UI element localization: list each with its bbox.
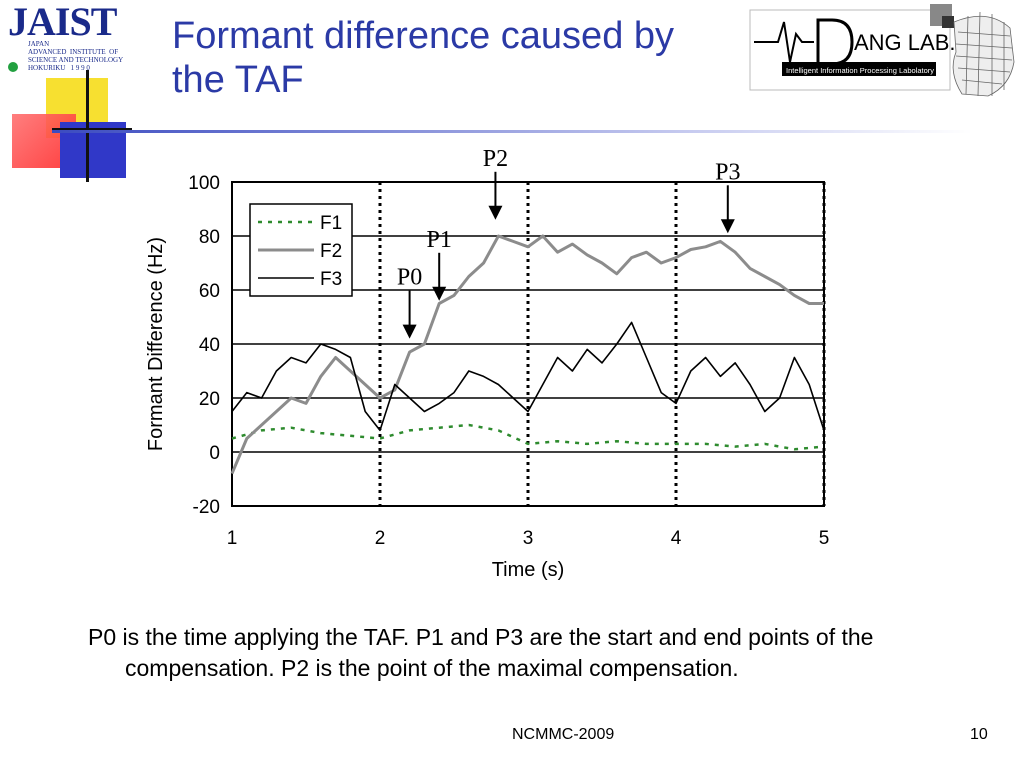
dang-lab-logo: ANG LAB. Intelligent Information Process… [748,2,1020,98]
chart-annotation-arrow-head [402,324,417,339]
chart-y-tick-label: 0 [209,443,220,464]
chart-x-tick-label: 5 [819,528,830,549]
jaist-logo-dot [8,62,18,72]
title-divider [52,130,972,133]
chart-tick-labels: 100 80 60 40 20 0 -20 1 2 3 4 5 [188,173,829,549]
chart-y-tick-label: 80 [199,227,220,248]
chart-y-tick-label: 60 [199,281,220,302]
chart-annotation-label: P2 [483,146,508,172]
chart-legend-label: F2 [320,241,342,262]
deco-vertical-line [86,70,89,182]
chart-series-f2-line [230,234,824,475]
jaist-logo-subtitle: JAPAN ADVANCED INSTITUTE OF SCIENCE AND … [28,40,124,72]
chart-annotation-arrow-head [432,286,447,301]
dang-logo-face-mesh-icon [952,11,1015,97]
chart-y-tick-label: -20 [193,497,220,518]
chart-y-tick-label: 100 [188,173,220,194]
chart-annotation-label: P0 [397,265,422,291]
chart-annotation-label: P1 [427,227,452,253]
slide-caption: P0 is the time applying the TAF. P1 and … [88,624,874,681]
chart-y-tick-label: 20 [199,389,220,410]
chart-annotation-arrow-head [720,219,735,234]
chart-x-tick-label: 1 [227,528,238,549]
chart-y-axis-label: Formant Difference (Hz) [145,237,167,451]
slide-title: Formant difference caused by the TAF [172,15,675,101]
jaist-logo: JAIST JAPAN ADVANCED INSTITUTE OF SCIENC… [4,0,152,76]
chart-x-tick-label: 3 [523,528,534,549]
chart-plot-frame [231,181,825,507]
dang-logo-word: ANG LAB. [854,30,955,55]
chart-series-f1-line [231,423,825,451]
chart-x-axis-label: Time (s) [492,559,565,581]
chart-series [230,234,825,475]
chart-series-f3-line [231,321,825,432]
dang-logo-subtitle: Intelligent Information Processing Labol… [786,66,934,75]
chart-annotation-label: P3 [715,159,740,185]
chart-legend-label: F1 [320,213,342,234]
chart-y-tick-label: 40 [199,335,220,356]
footer-page-number: 10 [970,726,988,743]
footer-conference: NCMMC-2009 [512,726,615,743]
chart-legend: F1 F2 F3 [249,203,353,297]
chart-x-tick-label: 4 [671,528,682,549]
chart-legend-label: F3 [320,269,342,290]
chart-annotation-arrow-head [488,205,503,220]
jaist-logo-word: JAIST [8,0,117,44]
chart-x-tick-label: 2 [375,528,386,549]
deco-horizontal-line [52,128,132,131]
